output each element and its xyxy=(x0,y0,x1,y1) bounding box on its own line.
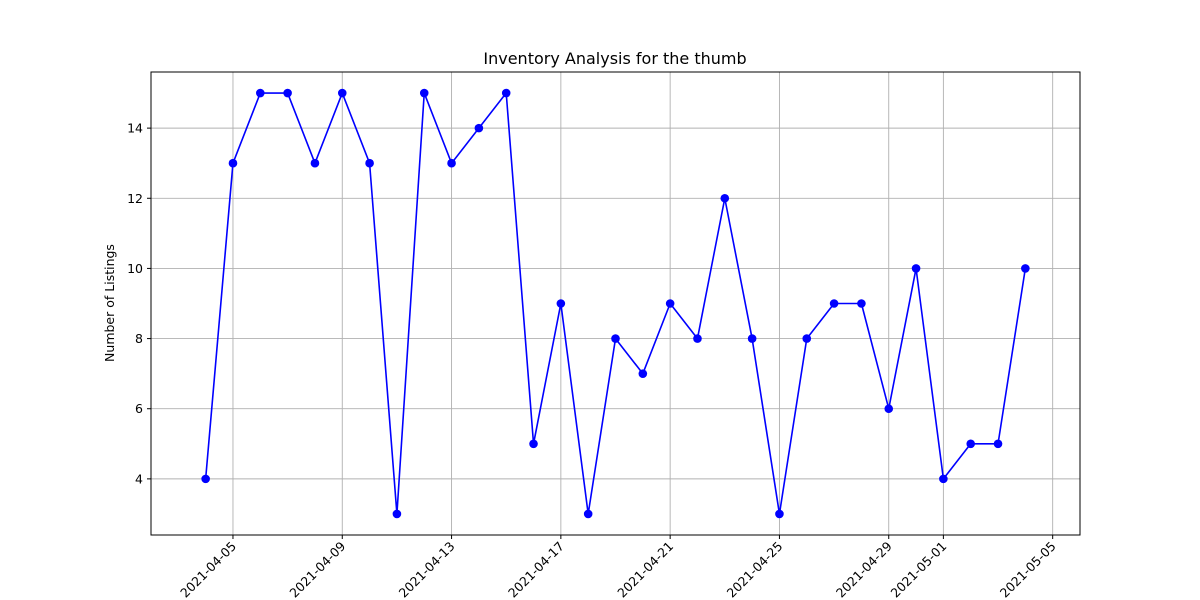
y-tick-label: 10 xyxy=(127,261,143,276)
data-point xyxy=(529,439,538,449)
data-point xyxy=(365,158,374,168)
data-point xyxy=(255,88,265,98)
y-axis-title: Number of Listings xyxy=(102,244,117,362)
data-point xyxy=(884,404,894,414)
data-point xyxy=(939,474,948,484)
data-point xyxy=(802,334,812,343)
data-point xyxy=(201,474,210,484)
data-point xyxy=(556,299,566,308)
data-point xyxy=(665,299,675,308)
data-point xyxy=(857,299,866,308)
data-point xyxy=(474,123,484,133)
data-point xyxy=(638,369,648,378)
data-point xyxy=(966,439,976,449)
data-point xyxy=(310,158,320,168)
y-tick-label: 12 xyxy=(127,191,143,206)
chart-title: Inventory Analysis for the thumb xyxy=(483,49,746,68)
data-point xyxy=(447,158,456,168)
data-point xyxy=(611,334,620,343)
data-point xyxy=(392,509,402,519)
y-tick-label: 4 xyxy=(135,471,143,486)
y-axis-ticks: 4 6 8 10 12 14 xyxy=(127,121,151,486)
data-point xyxy=(993,439,1003,449)
data-point xyxy=(1021,264,1030,273)
data-point xyxy=(693,334,702,343)
grid-lines xyxy=(151,72,1080,535)
data-point xyxy=(747,334,757,343)
y-tick-label: 14 xyxy=(127,121,143,136)
data-point xyxy=(228,158,238,168)
data-point xyxy=(419,88,429,98)
data-point xyxy=(911,264,921,273)
data-point xyxy=(720,193,730,203)
data-point xyxy=(501,88,511,98)
data-point xyxy=(829,299,839,308)
plot-area-frame xyxy=(150,71,1081,536)
data-point xyxy=(337,88,347,98)
data-points xyxy=(201,88,1030,519)
y-tick-label: 6 xyxy=(135,401,143,416)
data-point xyxy=(583,509,593,519)
data-point xyxy=(775,509,784,519)
data-point xyxy=(283,88,292,98)
y-tick-label: 8 xyxy=(135,331,143,346)
